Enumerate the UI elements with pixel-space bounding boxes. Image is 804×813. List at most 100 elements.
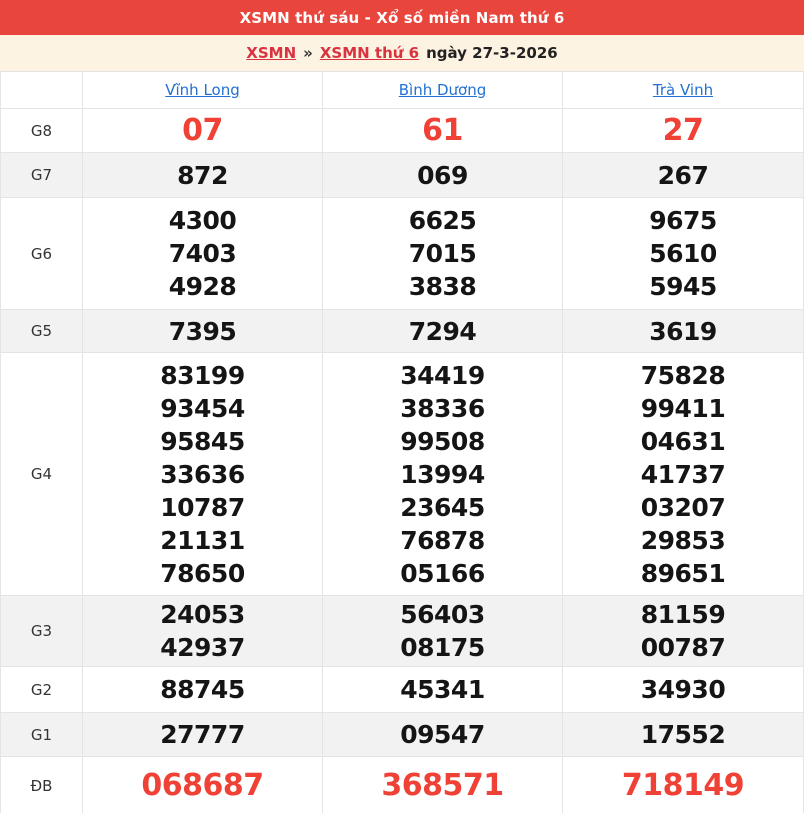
prize-number: 24053	[160, 600, 245, 629]
prize-cell: 7395	[83, 310, 323, 352]
province-link-tra-vinh[interactable]: Trà Vinh	[652, 81, 714, 99]
breadcrumb-link-xsmn[interactable]: XSMN	[246, 44, 297, 62]
prize-cell: 718149	[563, 757, 803, 813]
prize-number: 5945	[649, 272, 717, 301]
prize-number: 068687	[141, 767, 264, 803]
prize-cell: 27777	[83, 713, 323, 756]
breadcrumb-separator: »	[303, 44, 313, 62]
prize-row-g5: G5 7395 7294 3619	[1, 310, 803, 353]
prize-label-g4: G4	[1, 353, 83, 595]
breadcrumb-date: ngày 27-3-2026	[426, 44, 558, 62]
prize-cell: 27	[563, 109, 803, 152]
prize-label-g3: G3	[1, 596, 83, 666]
prize-number: 38336	[400, 393, 485, 423]
prize-number: 95845	[160, 426, 245, 456]
prize-cell: 267	[563, 153, 803, 197]
prize-number: 27	[662, 112, 704, 148]
header-cell-tra-vinh: Trà Vinh	[563, 72, 803, 108]
prize-number: 07	[182, 112, 223, 148]
prize-row-g8: G8 07 61 27	[1, 109, 803, 153]
prize-number: 34930	[640, 675, 726, 704]
prize-number: 7294	[408, 316, 477, 346]
prize-cell: 3619	[563, 310, 803, 352]
prize-label-g1: G1	[1, 713, 83, 756]
prize-number: 13994	[400, 459, 485, 489]
prize-number: 81159	[640, 600, 726, 629]
prize-number: 872	[177, 160, 228, 190]
prize-row-g7: G7 872 069 267	[1, 153, 803, 198]
breadcrumb: XSMN » XSMN thứ 6 ngày 27-3-2026	[0, 35, 804, 71]
prize-number: 267	[657, 160, 709, 190]
prize-cell: 872	[83, 153, 323, 197]
prize-cell: 4300 7403 4928	[83, 198, 323, 309]
prize-number: 21131	[160, 525, 245, 555]
prize-number: 4300	[168, 206, 237, 235]
prize-number: 56403	[400, 600, 485, 629]
prize-cell: 7294	[323, 310, 563, 352]
prize-number: 7403	[168, 239, 237, 268]
prize-row-g4: G4 83199 93454 95845 33636 10787 21131 7…	[1, 353, 803, 596]
prize-cell: 88745	[83, 667, 323, 712]
prize-cell: 81159 00787	[563, 596, 803, 666]
prize-number: 34419	[400, 360, 485, 390]
prize-cell: 34930	[563, 667, 803, 712]
page-title-bar: XSMN thứ sáu - Xổ số miền Nam thứ 6	[0, 0, 804, 35]
prize-number: 5610	[649, 239, 717, 268]
prize-number: 6625	[408, 206, 477, 235]
prize-number: 41737	[640, 459, 726, 489]
prize-cell: 069	[323, 153, 563, 197]
prize-cell: 45341	[323, 667, 563, 712]
prize-row-g6: G6 4300 7403 4928 6625 7015 3838 9675 56…	[1, 198, 803, 310]
prize-row-db: ĐB 068687 368571 718149	[1, 757, 803, 813]
prize-cell: 83199 93454 95845 33636 10787 21131 7865…	[83, 353, 323, 595]
province-link-vinh-long[interactable]: Vĩnh Long	[165, 81, 240, 99]
prize-label-g5: G5	[1, 310, 83, 352]
results-table: Vĩnh Long Bình Dương Trà Vinh G8 07 61 2…	[0, 71, 804, 813]
prize-cell: 61	[323, 109, 563, 152]
table-header-row: Vĩnh Long Bình Dương Trà Vinh	[1, 72, 803, 109]
prize-number: 00787	[640, 633, 726, 662]
province-link-binh-duong[interactable]: Bình Dương	[398, 81, 487, 99]
prize-number: 10787	[160, 492, 245, 522]
prize-row-g2: G2 88745 45341 34930	[1, 667, 803, 713]
prize-cell: 34419 38336 99508 13994 23645 76878 0516…	[323, 353, 563, 595]
prize-number: 7015	[408, 239, 477, 268]
prize-number: 75828	[640, 360, 726, 390]
prize-number: 61	[422, 112, 463, 148]
prize-label-g2: G2	[1, 667, 83, 712]
breadcrumb-link-xsmn-thu-6[interactable]: XSMN thứ 6	[319, 44, 420, 62]
prize-cell: 068687	[83, 757, 323, 813]
prize-number: 29853	[640, 525, 726, 555]
prize-number: 83199	[160, 360, 245, 390]
prize-number: 93454	[160, 393, 245, 423]
prize-cell: 368571	[323, 757, 563, 813]
prize-number: 99508	[400, 426, 485, 456]
prize-cell: 56403 08175	[323, 596, 563, 666]
prize-number: 7395	[168, 316, 237, 346]
prize-number: 99411	[640, 393, 726, 423]
prize-number: 718149	[621, 767, 745, 803]
prize-label-g8: G8	[1, 109, 83, 152]
header-empty-cell	[1, 72, 83, 108]
prize-number: 03207	[640, 492, 726, 522]
prize-cell: 75828 99411 04631 41737 03207 29853 8965…	[563, 353, 803, 595]
prize-number: 368571	[381, 767, 504, 803]
prize-cell: 09547	[323, 713, 563, 756]
header-cell-binh-duong: Bình Dương	[323, 72, 563, 108]
prize-row-g3: G3 24053 42937 56403 08175 81159 00787	[1, 596, 803, 667]
prize-number: 09547	[400, 720, 485, 749]
prize-number: 27777	[160, 720, 245, 749]
prize-number: 04631	[640, 426, 726, 456]
prize-number: 3838	[408, 272, 477, 301]
prize-number: 88745	[160, 675, 245, 704]
prize-number: 45341	[400, 675, 485, 704]
prize-cell: 17552	[563, 713, 803, 756]
header-cell-vinh-long: Vĩnh Long	[83, 72, 323, 108]
prize-number: 78650	[160, 558, 245, 588]
prize-label-g7: G7	[1, 153, 83, 197]
prize-row-g1: G1 27777 09547 17552	[1, 713, 803, 757]
prize-number: 17552	[640, 720, 726, 749]
prize-number: 33636	[160, 459, 245, 489]
prize-cell: 6625 7015 3838	[323, 198, 563, 309]
prize-number: 42937	[160, 633, 245, 662]
